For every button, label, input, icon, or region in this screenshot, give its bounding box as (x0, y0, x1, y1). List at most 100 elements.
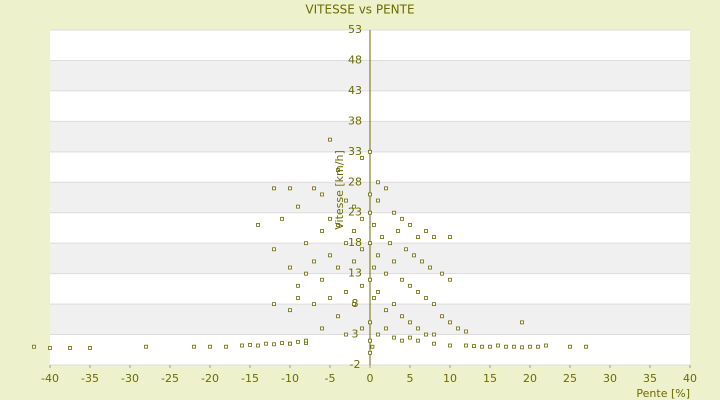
x-axis-label: Pente [%] (636, 387, 690, 400)
point (400, 314, 404, 319)
point (48, 346, 52, 350)
y-tick-label: 43 (348, 84, 362, 97)
point (320, 326, 324, 331)
point (280, 216, 284, 221)
point (272, 302, 276, 306)
point (304, 241, 308, 246)
x-tick-label: 30 (603, 372, 617, 385)
point (408, 320, 412, 325)
point (456, 326, 460, 331)
point (376, 253, 380, 258)
y-tick-label: 33 (348, 145, 362, 158)
point (388, 241, 392, 246)
point (320, 192, 324, 197)
point (372, 296, 376, 300)
point (448, 320, 452, 325)
point (272, 342, 276, 347)
point (392, 335, 396, 340)
y-tick-label: 13 (348, 267, 362, 280)
point (376, 198, 380, 203)
point (384, 186, 388, 191)
point (344, 332, 348, 337)
point (504, 344, 508, 349)
point (336, 223, 340, 227)
point (370, 344, 375, 349)
point (248, 342, 252, 347)
y-tick-label: 18 (348, 236, 362, 249)
point (376, 180, 380, 185)
point (400, 216, 404, 221)
point (328, 216, 332, 221)
point (368, 350, 372, 355)
point (432, 235, 436, 239)
point (360, 156, 364, 160)
point (352, 204, 356, 209)
x-tick-label: 20 (523, 372, 537, 385)
point (208, 344, 212, 349)
point (448, 277, 452, 282)
point (320, 229, 324, 233)
point (520, 320, 524, 325)
point (312, 259, 316, 264)
point (472, 344, 476, 349)
x-tick-label: -25 (161, 372, 179, 385)
point (440, 271, 444, 276)
point (272, 186, 276, 191)
y-tick-label: 38 (348, 114, 362, 127)
y-tick-label: 53 (348, 23, 362, 36)
point (432, 302, 436, 306)
point (368, 338, 372, 343)
point (68, 346, 72, 350)
point (296, 339, 300, 344)
point (464, 329, 468, 334)
point (360, 283, 364, 288)
point (344, 241, 348, 246)
point (412, 253, 416, 258)
x-tick-label: -5 (325, 372, 336, 385)
point (32, 344, 36, 349)
y-tick-label: 23 (348, 206, 362, 219)
x-tick-label: 35 (643, 372, 657, 385)
point (376, 290, 380, 294)
point (368, 241, 372, 246)
point (392, 302, 396, 306)
point (520, 345, 524, 350)
x-tick-label: -20 (201, 372, 219, 385)
y-tick-label: 28 (348, 175, 362, 188)
point (448, 235, 452, 239)
point (448, 343, 452, 348)
plot-area: -238131823283338434853-40-35-30-25-20-15… (32, 23, 697, 385)
x-tick-label: 40 (683, 372, 697, 385)
point (312, 302, 316, 306)
point (328, 296, 332, 300)
x-tick-label: -10 (281, 372, 299, 385)
x-tick-label: 5 (407, 372, 414, 385)
point (464, 343, 468, 348)
point (368, 149, 372, 154)
point (408, 223, 412, 227)
point (88, 346, 92, 350)
point (544, 343, 548, 348)
point (528, 344, 532, 349)
point (272, 247, 276, 252)
point (416, 338, 420, 343)
point (424, 332, 428, 337)
chart-title: VITESSE vs PENTE (305, 3, 414, 17)
point (372, 223, 376, 227)
point (288, 341, 292, 346)
point (432, 341, 436, 346)
point (380, 235, 384, 239)
point (312, 186, 316, 191)
point (384, 271, 388, 276)
point (424, 296, 428, 300)
x-tick-label: -15 (241, 372, 259, 385)
point (408, 283, 412, 288)
point (428, 265, 432, 270)
point (328, 253, 332, 258)
point (424, 229, 428, 233)
point (304, 271, 308, 276)
point (336, 314, 340, 319)
point (512, 344, 516, 349)
point (240, 343, 244, 348)
